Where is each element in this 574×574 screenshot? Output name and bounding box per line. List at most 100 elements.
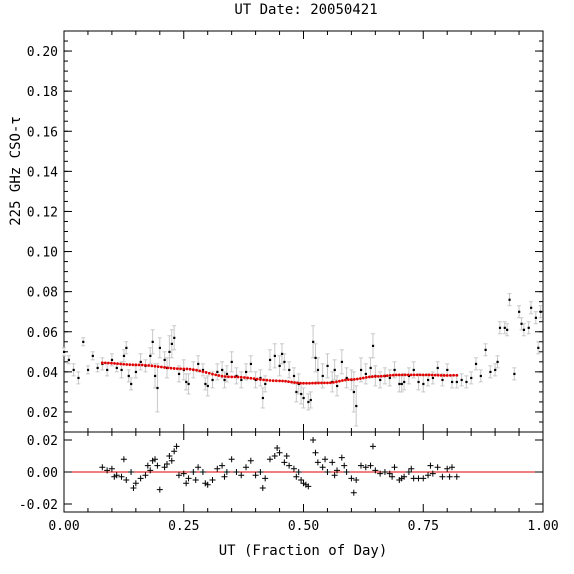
fit-point-94 <box>391 373 395 377</box>
fit-point-108 <box>433 373 437 377</box>
fit-point-81 <box>352 377 356 381</box>
residual-point-29 <box>190 469 197 475</box>
fit-point-64 <box>302 381 305 385</box>
fit-point-21 <box>166 366 170 370</box>
residual-point-25 <box>175 472 182 479</box>
fit-point-51 <box>262 378 265 382</box>
residual-point-48 <box>262 475 269 482</box>
fit-point-82 <box>355 377 359 381</box>
residual-point-85 <box>386 470 393 477</box>
data-point-69 <box>321 374 324 378</box>
fit-point-26 <box>182 367 186 371</box>
data-point-15 <box>127 374 130 378</box>
fit-point-58 <box>284 379 287 383</box>
residual-point-50 <box>271 453 278 459</box>
fit-point-97 <box>400 373 404 377</box>
data-point-33 <box>187 382 190 386</box>
residual-point-58 <box>295 469 302 475</box>
data-point-84 <box>379 378 382 382</box>
residual-point-7 <box>123 477 130 483</box>
data-point-50 <box>259 376 262 380</box>
residual-point-63 <box>310 437 317 443</box>
fit-point-53 <box>268 379 272 382</box>
fit-point-76 <box>338 379 341 383</box>
data-point-116 <box>518 310 521 313</box>
data-point-64 <box>307 400 310 404</box>
residual-point-1 <box>104 467 111 474</box>
fit-point-50 <box>258 378 262 381</box>
fit-point-80 <box>350 378 353 381</box>
fit-point-83 <box>358 377 362 380</box>
fit-point-31 <box>198 369 202 373</box>
data-point-86 <box>388 376 391 380</box>
fit-point-79 <box>347 378 350 381</box>
fit-point-28 <box>188 367 192 371</box>
fit-point-109 <box>436 373 440 377</box>
fit-point-42 <box>233 375 237 379</box>
fit-point-87 <box>370 375 374 378</box>
data-point-87 <box>393 368 396 372</box>
residual-point-67 <box>322 456 329 463</box>
data-point-39 <box>211 378 214 382</box>
residual-point-37 <box>219 462 226 469</box>
data-point-41 <box>221 368 224 372</box>
residual-point-40 <box>228 456 235 463</box>
fit-point-91 <box>382 374 386 378</box>
fit-point-61 <box>293 381 296 384</box>
data-point-16 <box>130 382 133 386</box>
fit-point-10 <box>131 363 135 367</box>
residual-point-99 <box>434 464 441 471</box>
residual-point-31 <box>195 464 202 471</box>
fit-point-44 <box>239 375 243 379</box>
residual-point-30 <box>192 477 199 483</box>
residual-point-2 <box>108 465 115 472</box>
residual-point-75 <box>348 475 355 482</box>
fit-point-22 <box>169 366 173 370</box>
residual-point-0 <box>99 464 106 471</box>
fit-point-45 <box>243 376 246 379</box>
fit-point-72 <box>326 381 329 385</box>
residual-point-62 <box>305 483 312 490</box>
residual-point-81 <box>369 443 376 450</box>
data-point-6 <box>91 354 94 358</box>
fit-point-114 <box>452 373 455 377</box>
fit-point-36 <box>214 373 218 377</box>
fit-point-46 <box>246 376 250 380</box>
data-point-81 <box>369 366 372 370</box>
residual-point-76 <box>350 489 357 496</box>
fit-point-24 <box>175 367 179 371</box>
fit-point-73 <box>329 381 332 385</box>
residual-point-102 <box>446 473 453 480</box>
data-point-112 <box>503 326 506 329</box>
residual-point-8 <box>128 469 135 475</box>
fit-point-35 <box>211 372 214 376</box>
residual-point-72 <box>338 454 345 461</box>
fit-point-60 <box>290 380 293 384</box>
fit-point-17 <box>153 364 157 368</box>
data-point-97 <box>436 366 439 370</box>
data-point-46 <box>240 378 243 382</box>
fit-point-12 <box>137 363 141 367</box>
residual-point-98 <box>429 470 436 477</box>
data-point-117 <box>520 322 523 325</box>
data-point-122 <box>537 346 540 349</box>
fit-point-115 <box>455 373 459 377</box>
data-point-17 <box>134 370 138 374</box>
data-point-63 <box>302 396 305 400</box>
residual-point-41 <box>233 469 240 475</box>
residual-point-21 <box>166 453 173 459</box>
fit-point-4 <box>113 362 116 365</box>
xtick-label-0: 0.00 <box>48 519 79 534</box>
fit-point-93 <box>388 373 392 377</box>
fit-point-112 <box>445 374 449 377</box>
data-point-29 <box>173 336 176 339</box>
data-point-74 <box>340 360 344 364</box>
residual-point-43 <box>243 464 250 471</box>
residual-point-57 <box>293 473 300 480</box>
fit-point-1 <box>103 361 107 365</box>
fit-point-15 <box>147 364 151 367</box>
main-ytick-label-5: 0.12 <box>27 205 58 220</box>
fit-point-99 <box>406 373 410 377</box>
residual-point-22 <box>168 457 175 464</box>
fit-point-59 <box>287 380 290 384</box>
